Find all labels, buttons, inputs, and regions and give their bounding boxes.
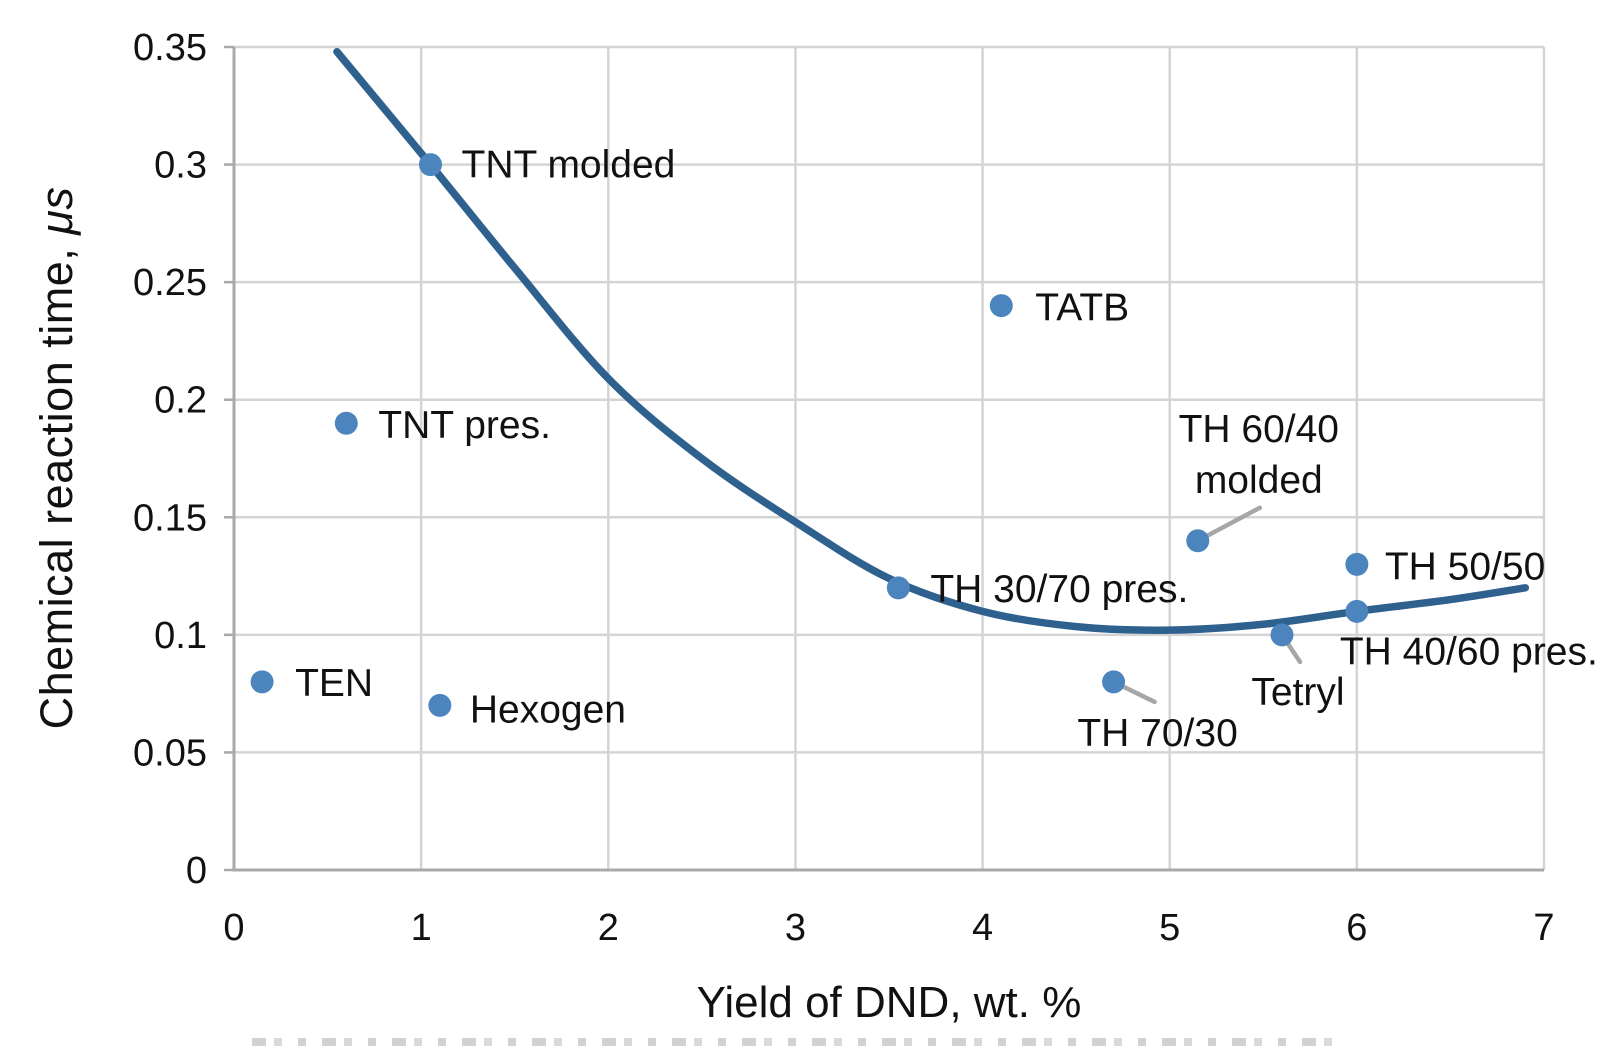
y-tick-label: 0 xyxy=(186,850,207,892)
x-tick-label: 4 xyxy=(972,907,993,949)
y-axis-unit-italic: μs xyxy=(31,186,82,235)
point-label: TATB xyxy=(1035,287,1129,330)
data-point xyxy=(1270,623,1294,647)
x-tick-label: 1 xyxy=(411,907,432,949)
point-label: TH 60/40 xyxy=(1179,408,1339,451)
cropped-caption-fragment xyxy=(252,1038,1332,1046)
point-label: TNT molded xyxy=(462,144,676,187)
data-point xyxy=(1186,529,1210,553)
y-tick-label: 0.3 xyxy=(154,145,207,187)
x-tick-label: 3 xyxy=(785,907,806,949)
data-point xyxy=(1345,599,1369,623)
x-tick-label: 0 xyxy=(223,907,244,949)
x-tick-label: 2 xyxy=(598,907,619,949)
data-point xyxy=(1102,670,1126,694)
x-axis-title: Yield of DND, wt. % xyxy=(696,978,1082,1027)
data-point xyxy=(334,411,358,435)
trend-curve xyxy=(333,47,1530,634)
point-label: TH 70/30 xyxy=(1077,712,1237,755)
point-label: Tetryl xyxy=(1251,671,1344,714)
point-label: molded xyxy=(1195,459,1323,502)
point-label: TH 30/70 pres. xyxy=(930,568,1188,611)
y-tick-label: 0.25 xyxy=(133,262,207,304)
data-point xyxy=(419,153,442,177)
point-label: TH 40/60 pres. xyxy=(1340,630,1598,673)
point-label: TEN xyxy=(295,662,373,705)
x-tick-label: 5 xyxy=(1159,907,1180,949)
label-leader-line xyxy=(1195,505,1263,544)
data-point xyxy=(886,576,910,600)
x-tick-label: 7 xyxy=(1533,907,1554,949)
data-point xyxy=(1345,552,1369,576)
data-point xyxy=(989,294,1013,318)
point-label: Hexogen xyxy=(470,688,626,731)
y-tick-label: 0.05 xyxy=(133,732,207,774)
point-label: TNT pres. xyxy=(378,404,551,447)
y-tick-label: 0.35 xyxy=(133,27,207,69)
y-tick-label: 0.1 xyxy=(154,615,207,657)
y-tick-label: 0.2 xyxy=(154,380,207,422)
data-point xyxy=(428,693,452,717)
y-tick-label: 0.15 xyxy=(133,497,207,539)
x-tick-label: 6 xyxy=(1346,907,1367,949)
y-axis-title: Chemical reaction time, μs xyxy=(31,186,82,730)
point-label: TH 50/50 xyxy=(1385,545,1545,588)
data-point xyxy=(250,670,274,694)
